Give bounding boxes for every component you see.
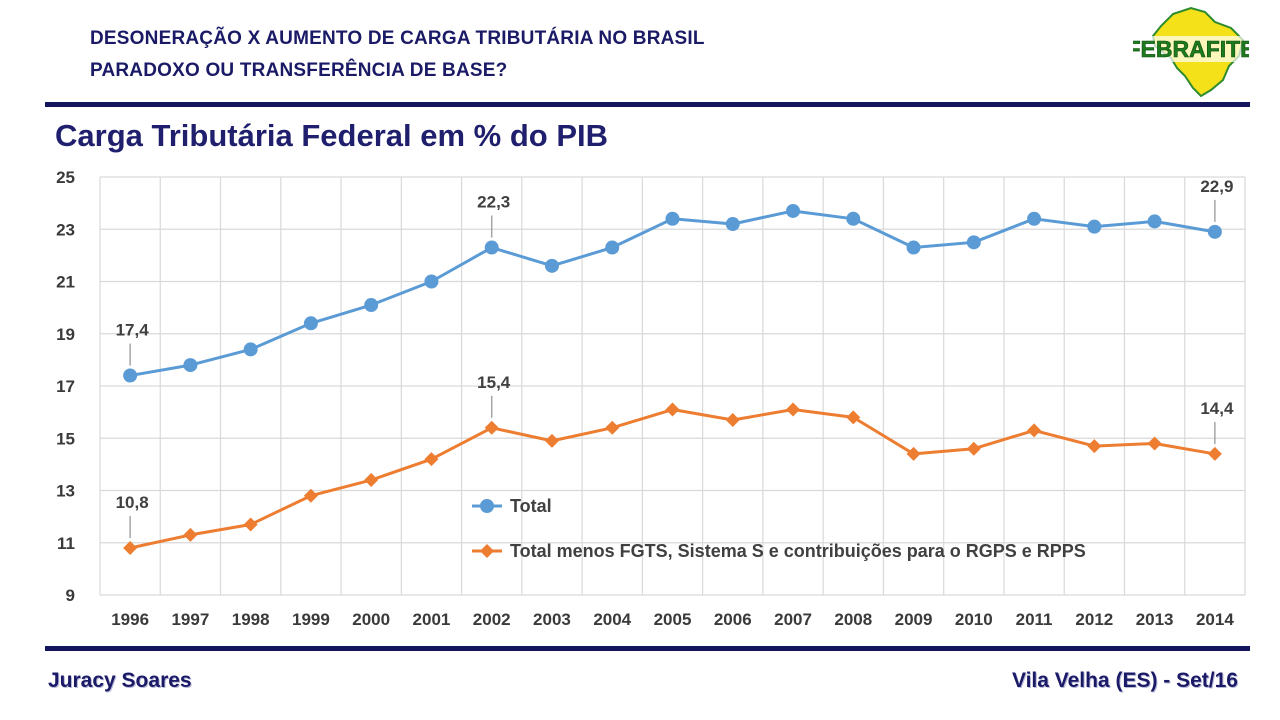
x-tick-label: 2014 — [1196, 610, 1234, 629]
x-tick-label: 2011 — [1016, 610, 1053, 629]
x-axis-ticks: 1996 1997 1998 1999 2000 2001 2002 2003 2004 2005… — [111, 610, 1234, 629]
legend-marker-diamond — [480, 544, 494, 558]
data-point-total — [665, 211, 680, 226]
data-point-total — [966, 235, 981, 250]
x-tick-label: 2003 — [533, 610, 571, 629]
x-tick-label: 2010 — [955, 610, 993, 629]
chart-legend: Total Total menos FGTS, Sistema S e contr… — [472, 496, 1086, 561]
data-point-adjusted — [846, 410, 861, 425]
data-point-adjusted — [906, 446, 921, 461]
legend-label: Total — [510, 496, 552, 516]
data-point-total — [605, 240, 620, 255]
data-point-adjusted — [303, 488, 318, 503]
data-point-adjusted — [605, 420, 620, 435]
data-point-adjusted — [183, 527, 198, 542]
x-tick-label: 1998 — [232, 610, 270, 629]
x-tick-label: 2012 — [1075, 610, 1113, 629]
footer-author: Juracy Soares — [48, 669, 192, 692]
data-label: 10,8 — [116, 493, 149, 512]
data-point-total — [906, 240, 921, 255]
y-tick-label: 9 — [66, 586, 75, 605]
y-tick-label: 11 — [57, 534, 75, 553]
y-tick-label: 19 — [56, 325, 75, 344]
data-point-total — [123, 368, 138, 383]
data-label: 15,4 — [477, 373, 511, 392]
legend-marker-circle — [480, 499, 494, 513]
x-tick-label: 2013 — [1136, 610, 1174, 629]
y-tick-label: 25 — [56, 168, 75, 187]
data-point-adjusted — [966, 441, 981, 456]
x-tick-label: 2002 — [473, 610, 511, 629]
data-point-adjusted — [544, 433, 559, 448]
data-point-total — [786, 203, 801, 218]
data-point-adjusted — [1027, 423, 1042, 438]
series-line-2 — [129, 408, 1216, 550]
footer-location-date: Vila Velha (ES) - Set/16 — [1011, 669, 1238, 692]
data-point-total — [243, 342, 258, 357]
data-point-adjusted — [424, 452, 439, 467]
line-chart: 9 11 13 15 17 19 21 23 25 1996 1997 1998 1999 2000 20… — [56, 168, 1246, 629]
data-point-adjusted — [1207, 446, 1222, 461]
data-point-adjusted — [1087, 439, 1102, 454]
x-tick-label: 2009 — [895, 610, 933, 629]
data-label: 22,3 — [477, 193, 510, 212]
data-label: 17,4 — [116, 321, 150, 340]
data-point-total — [1087, 219, 1102, 234]
data-point-total — [424, 274, 439, 289]
chart-gridlines — [99, 176, 1246, 596]
footer-divider — [45, 646, 1250, 651]
data-point-total — [725, 217, 740, 232]
x-tick-label: 2008 — [834, 610, 872, 629]
data-label: 14,4 — [1200, 399, 1234, 418]
data-point-total — [303, 316, 318, 331]
data-label: 22,9 — [1200, 177, 1233, 196]
x-tick-label: 1997 — [171, 610, 209, 629]
data-point-total — [846, 211, 861, 226]
header-title-line-2: PARADOXO OU TRANSFERÊNCIA DE BASE? — [90, 60, 508, 81]
x-tick-label: 2006 — [714, 610, 752, 629]
x-tick-label: 2001 — [413, 610, 451, 629]
data-point-total — [1147, 214, 1162, 229]
data-point-total — [1027, 211, 1042, 226]
x-tick-label: 1999 — [292, 610, 330, 629]
y-tick-label: 23 — [56, 220, 75, 239]
data-point-total — [1207, 224, 1222, 239]
slide-title: Carga Tributária Federal em % do PIB — [55, 118, 608, 153]
data-point-adjusted — [725, 412, 740, 427]
chart-annotations: 17,4 22,3 22,9 10,8 15,4 14,4 — [116, 177, 1234, 538]
svg-text:FEBRAFITE: FEBRAFITE — [1133, 36, 1249, 62]
data-point-adjusted — [786, 402, 801, 417]
legend-label: Total menos FGTS, Sistema S e contribuiç… — [510, 541, 1086, 561]
y-tick-label: 17 — [56, 377, 75, 396]
y-axis-ticks: 9 11 13 15 17 19 21 23 25 — [56, 168, 75, 605]
data-point-adjusted — [484, 420, 499, 435]
y-tick-label: 13 — [56, 482, 75, 501]
data-point-adjusted — [243, 517, 258, 532]
data-point-adjusted — [123, 540, 138, 555]
data-point-total — [183, 358, 198, 373]
chart-series — [123, 203, 1222, 555]
x-tick-label: 1996 — [111, 610, 149, 629]
data-point-total — [484, 240, 499, 255]
header-divider — [45, 102, 1250, 107]
x-tick-label: 2000 — [352, 610, 390, 629]
x-tick-label: 2007 — [774, 610, 812, 629]
x-tick-label: 2005 — [654, 610, 692, 629]
header-title-line-1: DESONERAÇÃO X AUMENTO DE CARGA TRIBUTÁRI… — [90, 28, 705, 49]
data-point-total — [364, 298, 379, 313]
data-point-total — [544, 258, 559, 273]
data-point-adjusted — [1147, 436, 1162, 451]
febrafite-logo: FEBRAFITE — [1133, 6, 1249, 98]
data-point-adjusted — [665, 402, 680, 417]
data-point-adjusted — [364, 473, 379, 488]
x-tick-label: 2004 — [593, 610, 631, 629]
series-line-1 — [129, 209, 1216, 378]
y-tick-label: 21 — [56, 273, 75, 292]
y-tick-label: 15 — [56, 429, 75, 448]
